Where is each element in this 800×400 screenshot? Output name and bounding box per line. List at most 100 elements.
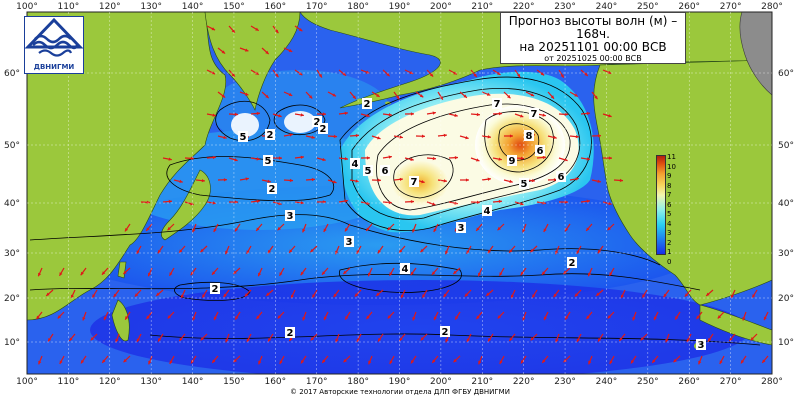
wave-arrow — [514, 201, 524, 206]
wave-arrow — [618, 333, 626, 342]
wave-arrow — [157, 245, 164, 254]
wave-arrow — [59, 355, 65, 365]
wave-arrow — [698, 355, 703, 365]
wave-arrow — [277, 223, 285, 231]
wave-arrow — [514, 69, 521, 78]
contour-label: 6 — [556, 171, 566, 183]
wave-arrow — [167, 223, 175, 231]
wave-arrow — [412, 311, 417, 321]
wave-arrow — [206, 155, 217, 160]
legend-label: 9 — [667, 172, 672, 180]
wave-arrow — [404, 157, 414, 161]
lon-label-bottom: 230° — [554, 377, 576, 387]
wave-arrow — [576, 245, 582, 255]
wave-arrow — [393, 91, 400, 100]
wave-arrow — [591, 134, 602, 138]
wave-arrow — [470, 112, 481, 117]
wave-arrow — [466, 333, 472, 343]
wave-arrow — [387, 311, 395, 319]
wave-arrow — [294, 201, 305, 205]
wave-arrow — [569, 134, 580, 139]
wave-arrow — [541, 267, 549, 276]
wave-arrow — [740, 355, 747, 364]
wave-arrow — [261, 47, 270, 55]
wave-arrow — [686, 333, 692, 343]
latitude-labels-right: 60° 50° 40° 30° 20° 10° — [778, 69, 794, 348]
lon-label-top: 110° — [58, 2, 80, 12]
svg-text:5: 5 — [240, 132, 247, 143]
wave-arrow — [487, 245, 494, 254]
svg-text:7: 7 — [494, 99, 501, 110]
lat-label-right: 50° — [778, 141, 794, 151]
wave-arrow — [217, 47, 226, 55]
lat-label-right: 60° — [778, 69, 794, 79]
wave-arrow — [751, 289, 758, 299]
wave-arrow — [460, 178, 469, 182]
lon-label-top: 140° — [182, 2, 204, 12]
wave-arrow — [541, 355, 549, 364]
wave-arrow — [415, 91, 424, 98]
wave-arrow — [255, 311, 263, 320]
lon-label-bottom: 180° — [347, 377, 369, 387]
lon-label-bottom: 200° — [430, 377, 452, 387]
wave-arrow — [206, 113, 216, 117]
svg-text:6: 6 — [537, 146, 544, 157]
wave-arrow — [244, 289, 252, 297]
contour-label: 6 — [380, 165, 390, 177]
wave-arrow — [283, 133, 293, 137]
wave-arrow — [228, 112, 239, 116]
wave-arrow — [250, 157, 260, 161]
lon-label-top: 120° — [99, 2, 121, 12]
wave-arrow — [426, 69, 434, 77]
wave-arrow — [470, 69, 478, 78]
wave-arrow — [255, 223, 263, 232]
wave-arrow — [323, 223, 329, 233]
wave-arrow — [349, 179, 359, 183]
longitude-labels-bottom: 100° 110° 120° 130° 140° 150° 160° 170° 180° 190°… — [16, 377, 783, 387]
north-america-land — [593, 59, 772, 306]
wave-arrow — [607, 311, 615, 319]
wave-arrow — [101, 267, 109, 276]
contour-label: 7 — [492, 98, 502, 110]
wave-arrow — [382, 155, 392, 159]
wave-arrow — [300, 355, 307, 364]
svg-text:2: 2 — [212, 284, 219, 295]
wave-arrow — [173, 179, 183, 184]
wave-arrow — [68, 333, 76, 342]
svg-text:5: 5 — [265, 156, 272, 167]
wave-arrow — [305, 135, 315, 139]
wave-arrow — [475, 223, 483, 232]
wave-arrow — [155, 289, 164, 297]
wave-arrow — [272, 25, 279, 34]
lon-label-bottom: 210° — [471, 377, 493, 387]
wave-arrow — [742, 311, 747, 321]
wave-arrow — [316, 69, 323, 78]
wave-arrow — [763, 311, 769, 321]
wave-arrow — [101, 355, 109, 364]
wave-arrow — [530, 245, 538, 253]
kamchatka-land — [204, 12, 301, 111]
wave-arrow — [277, 311, 285, 319]
lat-label-left: 60° — [4, 69, 20, 79]
wave-arrow — [421, 289, 428, 299]
lon-label-bottom: 150° — [223, 377, 245, 387]
wave-arrow — [470, 200, 481, 204]
lon-label-top: 230° — [554, 2, 576, 12]
wave-arrow — [492, 157, 502, 161]
lon-label-top: 100° — [16, 2, 38, 12]
wave-arrow — [47, 333, 54, 342]
legend-label: 7 — [667, 191, 672, 199]
wave-arrow — [588, 355, 593, 365]
wave-arrow — [580, 199, 591, 203]
wave-arrow — [250, 111, 261, 116]
contour-label: 2 — [210, 283, 220, 295]
wave-arrow — [265, 289, 274, 297]
wave-arrow — [278, 267, 285, 277]
wave-arrow — [211, 267, 219, 276]
wave-arrow — [338, 111, 349, 115]
wave-arrow — [553, 289, 560, 298]
lon-label-top: 220° — [513, 2, 535, 12]
wave-arrow — [437, 179, 447, 183]
wave-arrow — [543, 311, 549, 321]
wave-arrow — [558, 69, 565, 79]
